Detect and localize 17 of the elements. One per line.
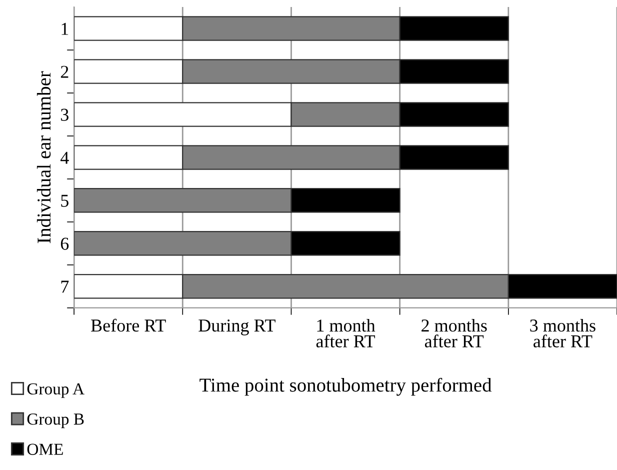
y-tick-label: 6	[60, 238, 69, 250]
y-axis-title: Individual ear number	[36, 71, 51, 244]
x-axis-title: Time point sonotubometry performed	[200, 378, 492, 396]
text: 1 month after RT	[316, 318, 376, 348]
legend-label: OME	[27, 444, 63, 455]
text: 3 months after RT	[530, 318, 596, 348]
y-tick-label: 3	[61, 108, 68, 121]
y-tick-label: 1	[62, 22, 68, 35]
text: During RT	[198, 319, 276, 336]
legend-label: Group A	[27, 383, 84, 398]
y-tick-label: 2	[60, 66, 68, 78]
y-tick-label: 7	[61, 280, 69, 293]
legend-label: Group B	[27, 414, 84, 428]
text: Before RT	[91, 318, 166, 332]
text: 2 months after RT	[422, 318, 487, 348]
y-tick-label: 4	[60, 152, 69, 164]
y-tick-label: 5	[61, 194, 68, 207]
